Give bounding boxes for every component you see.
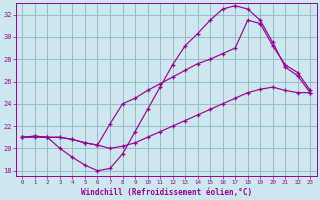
X-axis label: Windchill (Refroidissement éolien,°C): Windchill (Refroidissement éolien,°C) (81, 188, 252, 197)
